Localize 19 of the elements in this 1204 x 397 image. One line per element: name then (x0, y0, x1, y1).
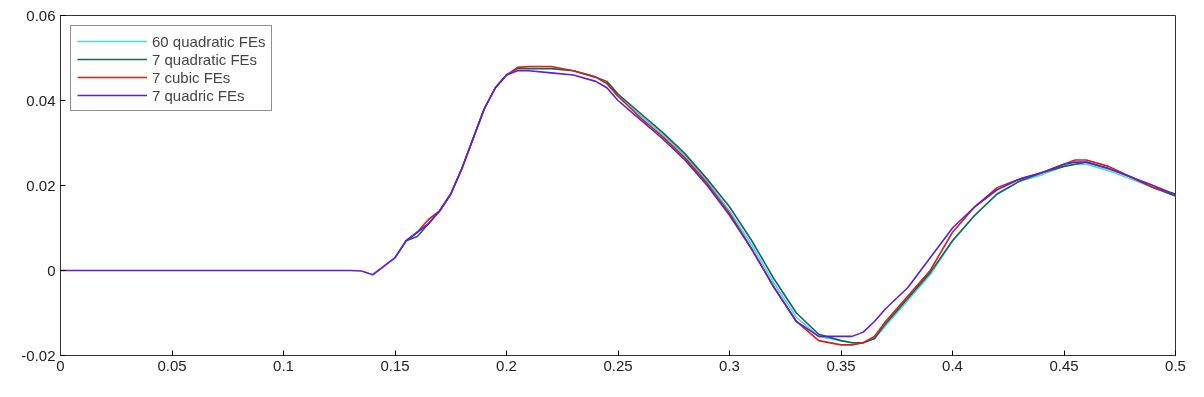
legend-label: 7 quadratic FEs (152, 50, 258, 68)
x-tick-label: 0.4 (942, 356, 963, 374)
legend-label: 7 cubic FEs (152, 68, 231, 86)
x-tick-label: 0.45 (1049, 356, 1079, 374)
y-tick-label: 0.02 (26, 176, 56, 194)
x-tick-label: 0.1 (273, 356, 294, 374)
y-tick-label: 0 (47, 261, 56, 279)
x-tick-label: 0.25 (603, 356, 633, 374)
x-tick-label: 0.3 (719, 356, 740, 374)
x-tick-label: 0.35 (826, 356, 856, 374)
y-tick-label: -0.02 (21, 346, 56, 364)
y-tick-label: 0.06 (26, 6, 56, 24)
y-tick-label: 0.04 (26, 91, 56, 109)
x-tick-label: 0.5 (1165, 356, 1186, 374)
legend-label: 60 quadratic FEs (152, 32, 266, 50)
legend-label: 7 quadric FEs (152, 86, 245, 104)
x-tick-label: 0.15 (380, 356, 410, 374)
x-tick-label: 0.05 (157, 356, 187, 374)
x-tick-label: 0.2 (496, 356, 517, 374)
